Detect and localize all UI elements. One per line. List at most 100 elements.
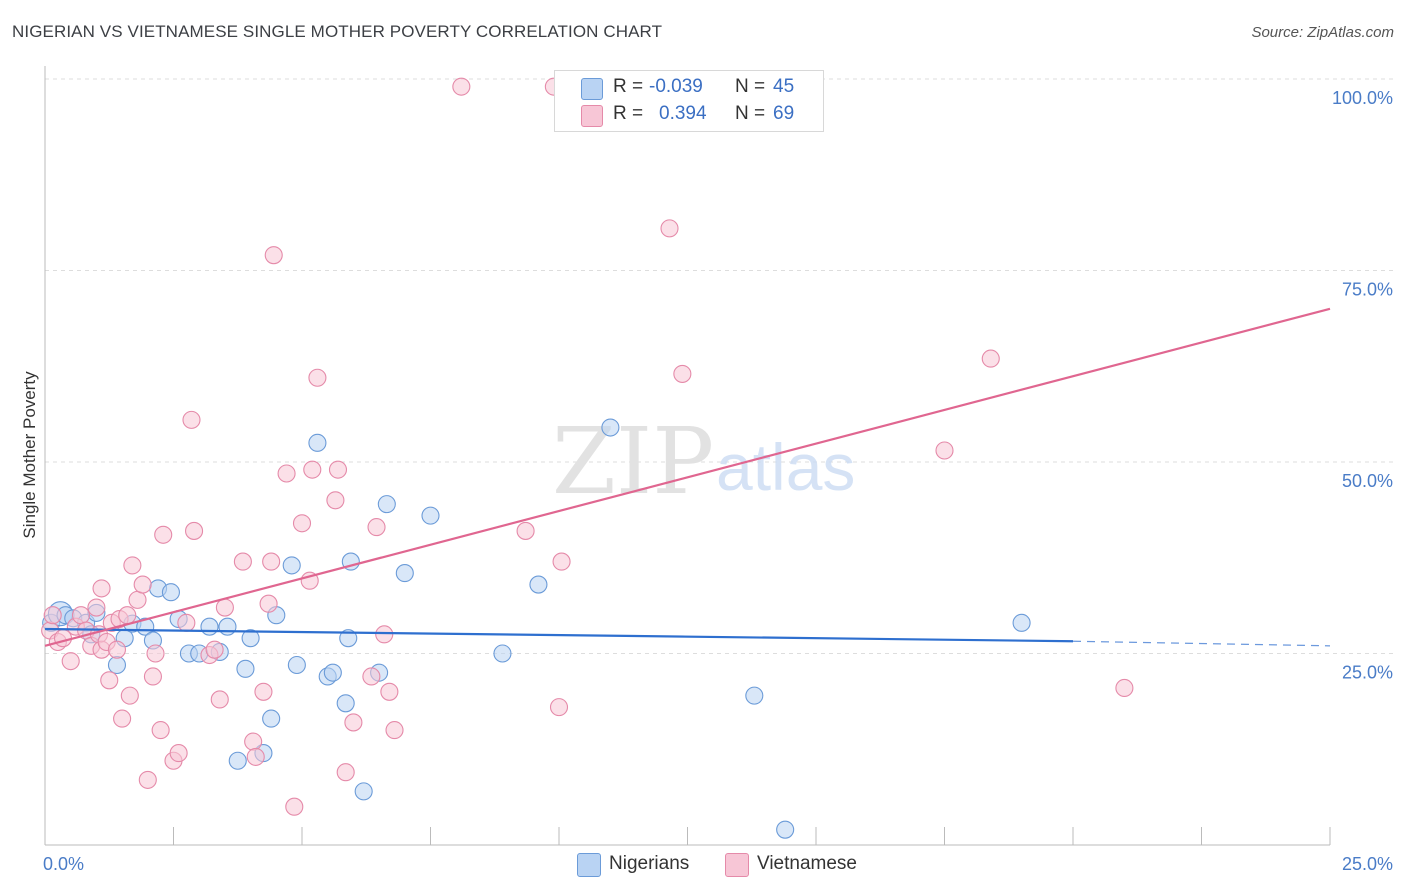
chart-title: NIGERIAN VS VIETNAMESE SINGLE MOTHER POV… — [12, 22, 663, 41]
vietnamese-point — [380, 682, 399, 701]
legend-n-value: 69 — [773, 103, 795, 124]
vietnamese-point — [336, 763, 355, 782]
nigerians-point — [529, 575, 548, 594]
nigerians-point — [287, 655, 306, 675]
vietnamese-point — [452, 77, 471, 96]
nigerians-point — [262, 709, 281, 728]
vietnamese-point — [660, 219, 679, 238]
vietnamese-point — [113, 709, 132, 728]
nigerians-point — [107, 655, 127, 675]
vietnamese-point — [151, 721, 170, 740]
vietnamese-point — [385, 721, 404, 740]
vietnamese-point — [367, 518, 386, 537]
vietnamese-point — [154, 525, 173, 544]
vietnamese-point — [233, 552, 252, 571]
vietnamese-point — [264, 246, 283, 265]
axes — [44, 66, 1331, 846]
vietnamese-swatch — [581, 105, 603, 127]
trend-lines — [44, 307, 1331, 647]
y-tick-label: 100.0% — [1332, 88, 1393, 108]
vietnamese-point — [100, 671, 119, 690]
vietnamese-point — [1115, 678, 1134, 698]
nigerians-point — [241, 629, 260, 648]
vietnamese-point — [259, 594, 278, 613]
nigerians-point — [395, 564, 414, 583]
nigerians-point — [601, 418, 620, 437]
nigerians-point — [323, 663, 342, 682]
nigerians-legend-label: Nigerians — [609, 853, 690, 874]
vietnamese-point — [344, 713, 363, 732]
vietnamese-point — [549, 698, 569, 717]
vietnamese-point — [254, 682, 273, 701]
vietnamese-trend-line — [44, 307, 1331, 647]
legend-r-value: 0.394 — [659, 103, 707, 124]
y-tick-label: 50.0% — [1342, 471, 1393, 491]
legend-n-label: N = — [735, 103, 766, 124]
vietnamese-point — [285, 797, 304, 816]
vietnamese-point — [61, 652, 80, 671]
tick-labels: 25.0% 50.0% 75.0% 100.0% 0.0% 25.0% — [43, 88, 1393, 874]
nigerians-trend-line — [44, 627, 1074, 643]
vietnamese-point — [935, 441, 954, 460]
nigerians-point — [282, 556, 301, 575]
vietnamese-point — [205, 640, 224, 659]
watermark-atlas: atlas — [716, 430, 855, 504]
y-tick-label: 75.0% — [1342, 280, 1393, 300]
vietnamese-point — [215, 598, 234, 617]
vietnamese-point — [328, 460, 348, 479]
vietnamese-point — [516, 521, 535, 540]
vietnamese-legend-label: Vietnamese — [757, 853, 857, 874]
nigerians-point — [776, 820, 795, 839]
vietnamese-point — [133, 575, 152, 594]
nigerians-point — [200, 617, 219, 636]
vietnamese-point — [138, 770, 157, 789]
vietnamese-point — [362, 667, 381, 686]
vietnamese-point — [673, 364, 692, 383]
vietnamese-point — [87, 598, 106, 617]
y-tick-label: 25.0% — [1342, 663, 1393, 683]
vietnamese-legend-swatch — [725, 853, 749, 877]
vietnamese-point — [981, 349, 1000, 368]
vietnamese-point — [177, 613, 196, 632]
nigerians-point — [1012, 613, 1031, 632]
vietnamese-point — [92, 579, 111, 598]
nigerians-point — [354, 782, 373, 801]
x-tick-label: 0.0% — [43, 854, 84, 874]
nigerians-swatch — [581, 78, 603, 100]
vietnamese-point — [308, 368, 327, 387]
vietnamese-point — [246, 747, 265, 766]
chart-source: Source: ZipAtlas.com — [1251, 24, 1394, 41]
nigerians-point — [308, 433, 327, 452]
vietnamese-point — [292, 514, 312, 533]
vietnamese-point — [146, 644, 165, 663]
vietnamese-point — [326, 491, 345, 510]
vietnamese-point — [120, 686, 139, 705]
vietnamese-point — [128, 590, 147, 609]
vietnamese-point — [118, 606, 137, 625]
vietnamese-point — [303, 460, 322, 479]
nigerians-point — [336, 694, 355, 713]
vietnamese-point — [123, 556, 142, 575]
legend-r-label: R = — [613, 76, 644, 97]
x-tick-label: 25.0% — [1342, 854, 1393, 874]
vietnamese-point — [182, 410, 201, 429]
vietnamese-point — [169, 744, 188, 763]
nigerians-point — [377, 495, 396, 514]
nigerians-legend-swatch — [577, 853, 601, 877]
nigerians-point — [339, 629, 358, 648]
vietnamese-point — [210, 690, 229, 709]
nigerians-trend-extension — [1072, 640, 1331, 647]
vietnamese-point — [375, 625, 394, 644]
watermark-zip: ZIP — [552, 408, 714, 515]
nigerians-point — [236, 659, 255, 678]
nigerians-point — [228, 751, 247, 770]
vietnamese-point — [244, 732, 263, 751]
vietnamese-point — [71, 606, 91, 625]
vietnamese-point — [107, 640, 127, 659]
vietnamese-point — [552, 552, 571, 571]
vietnamese-point — [143, 667, 162, 686]
legend-r-label: R = — [613, 103, 644, 124]
watermark: ZIP atlas — [552, 408, 855, 515]
nigerians-point — [218, 617, 237, 636]
